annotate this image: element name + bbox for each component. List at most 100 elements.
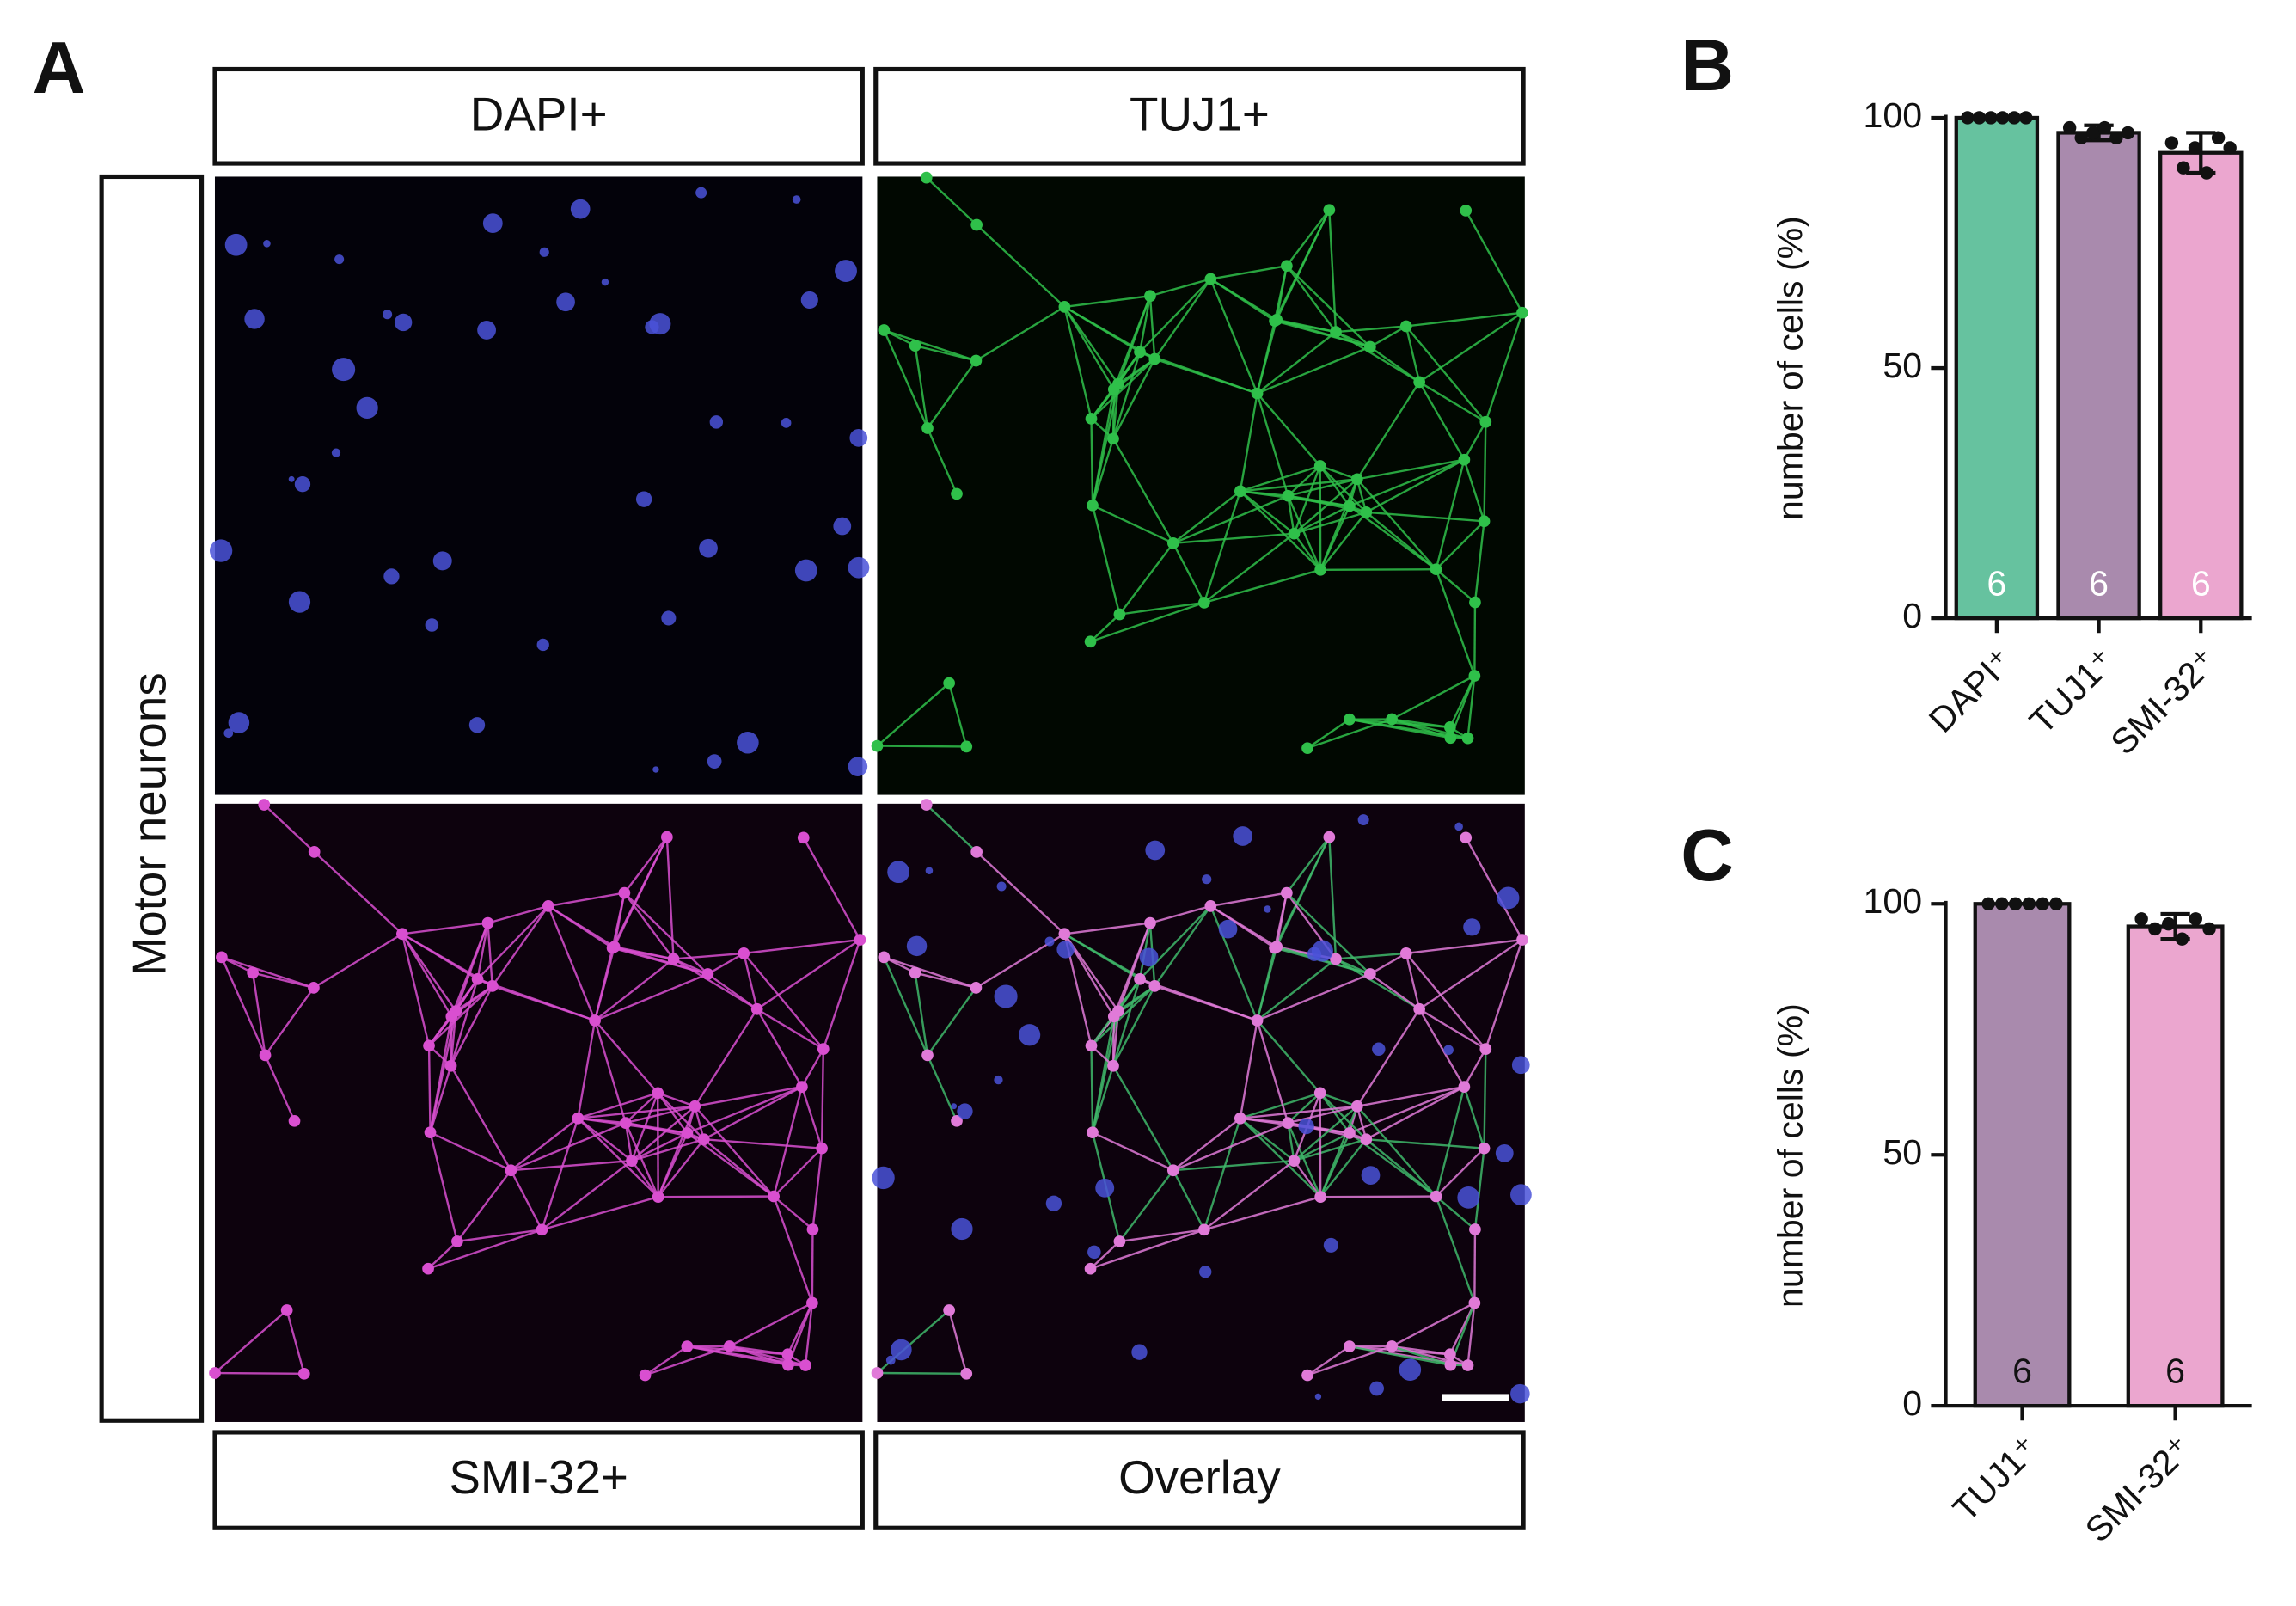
- nucleus: [332, 358, 356, 382]
- neurite: [1294, 511, 1367, 535]
- neurite: [1356, 478, 1437, 570]
- neurite: [511, 1159, 633, 1172]
- neurite: [1092, 504, 1174, 544]
- nucleus: [1264, 905, 1271, 913]
- nucleus: [1298, 1118, 1314, 1135]
- soma: [486, 980, 499, 992]
- nucleus: [1314, 1393, 1322, 1401]
- neurite: [926, 1054, 958, 1122]
- micrograph: [871, 171, 1528, 795]
- image-background: [877, 803, 1525, 1422]
- neurite: [577, 1092, 658, 1119]
- neurite: [1203, 532, 1295, 604]
- soma: [1113, 1235, 1126, 1247]
- panel-label: C: [1681, 815, 1734, 897]
- soma: [1087, 499, 1099, 512]
- neurite: [1090, 985, 1156, 1047]
- neurite: [577, 1020, 597, 1119]
- image-label: SMI-32+: [449, 1450, 628, 1504]
- soma: [960, 1367, 973, 1380]
- nucleus: [849, 429, 868, 447]
- neurite: [1203, 490, 1241, 604]
- neurite: [877, 1371, 967, 1375]
- neurite: [1307, 718, 1393, 750]
- neurite: [645, 1345, 731, 1376]
- neurite: [1119, 601, 1205, 616]
- neurite: [883, 956, 929, 1056]
- soma: [738, 947, 750, 959]
- bar: [1973, 902, 2072, 1408]
- nucleus: [570, 199, 591, 219]
- neurite: [1473, 602, 1477, 677]
- neurite: [1418, 311, 1523, 383]
- soma: [1344, 1127, 1356, 1139]
- neurite: [456, 1229, 542, 1243]
- neurite: [624, 1122, 659, 1198]
- neurite: [1319, 1092, 1358, 1107]
- soma: [951, 487, 963, 500]
- neurite: [772, 1086, 804, 1197]
- neurite: [925, 176, 977, 226]
- neurite: [1210, 892, 1288, 908]
- data-point: [2062, 120, 2077, 135]
- data-point: [2019, 111, 2033, 125]
- neurite: [1307, 1345, 1393, 1376]
- neurite: [1418, 939, 1523, 1010]
- neurite: [1319, 1092, 1368, 1141]
- soma: [797, 831, 810, 844]
- nucleus: [1454, 822, 1463, 831]
- neurite: [1391, 675, 1475, 720]
- soma: [970, 982, 983, 994]
- data-point: [2202, 922, 2216, 936]
- neurite: [450, 1016, 453, 1066]
- nucleus: [1145, 840, 1166, 861]
- nucleus: [601, 278, 609, 286]
- soma: [1288, 527, 1301, 540]
- neurite: [1172, 490, 1241, 544]
- soma: [618, 886, 631, 899]
- neurite: [1240, 464, 1321, 493]
- neurite: [1286, 892, 1371, 975]
- panel-label: B: [1681, 25, 1734, 107]
- soma: [1344, 713, 1356, 726]
- soma: [1134, 972, 1146, 985]
- nucleus: [1087, 1245, 1101, 1260]
- neurite: [1335, 325, 1406, 334]
- soma: [1444, 1348, 1456, 1361]
- neurite: [976, 850, 1066, 935]
- soma: [1282, 489, 1295, 502]
- y-axis-label: number of cells (%): [1770, 216, 1809, 520]
- soma: [1478, 1142, 1491, 1155]
- neurite: [1418, 1008, 1466, 1088]
- soma: [806, 1296, 818, 1309]
- neurite: [1287, 495, 1322, 571]
- soma: [1301, 1369, 1313, 1382]
- neurite: [1369, 346, 1420, 383]
- neurite: [1463, 1048, 1487, 1088]
- neurite: [1465, 837, 1524, 941]
- nucleus: [331, 448, 341, 457]
- neurite: [1349, 718, 1451, 739]
- neurite: [401, 933, 457, 1012]
- neurite: [1319, 1138, 1368, 1198]
- neurite: [1148, 296, 1156, 359]
- neurite: [876, 682, 950, 747]
- soma: [768, 1190, 780, 1203]
- soma: [288, 1114, 301, 1127]
- neurite: [1090, 418, 1094, 506]
- data-point: [1995, 897, 2009, 910]
- nucleus: [1056, 941, 1075, 959]
- neurite: [1335, 952, 1406, 960]
- nucleus: [1369, 1381, 1384, 1396]
- soma: [1360, 1133, 1373, 1146]
- nucleus: [288, 591, 311, 613]
- neurite: [1319, 465, 1368, 513]
- neurite: [1256, 319, 1278, 394]
- nucleus: [228, 712, 250, 733]
- neurite: [729, 1302, 813, 1347]
- neurite: [476, 923, 489, 980]
- soma: [1084, 635, 1097, 648]
- soma: [920, 171, 933, 184]
- neurite: [1089, 613, 1121, 643]
- soma: [1107, 432, 1119, 445]
